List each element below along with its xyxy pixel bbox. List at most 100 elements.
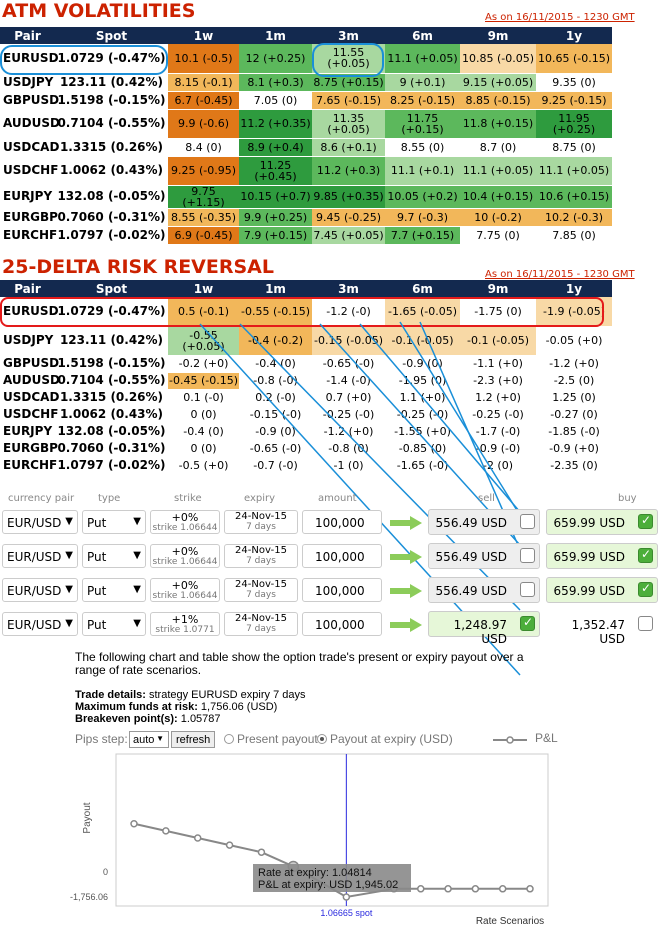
vol-cell: 9.25 (-0.15) xyxy=(536,91,612,110)
arrow-right-icon xyxy=(390,516,422,530)
chevron-down-icon: ▼ xyxy=(65,550,73,561)
pnl-point[interactable] xyxy=(162,827,170,835)
atm-header-pair: Pair xyxy=(0,27,55,44)
expiry-field[interactable]: 24-Nov-15 7 days xyxy=(224,510,298,534)
buy-price[interactable]: 659.99 USD xyxy=(546,577,658,603)
chevron-down-icon: ▼ xyxy=(65,516,73,527)
expiry-value: 24-Nov-15 xyxy=(235,511,287,522)
expiry-field[interactable]: 24-Nov-15 7 days xyxy=(224,544,298,568)
vol-cell: -1.55 (+0) xyxy=(385,423,460,441)
vol-cell: 11.75 (+0.15) xyxy=(385,109,460,139)
pnl-point[interactable] xyxy=(342,893,351,901)
spot-cell: 0.7060 (-0.31%) xyxy=(55,208,168,227)
pair-select[interactable]: EUR/USD ▼ xyxy=(2,510,78,534)
sell-price[interactable]: 556.49 USD xyxy=(428,543,540,569)
pnl-point[interactable] xyxy=(444,885,452,893)
type-select[interactable]: Put ▼ xyxy=(82,510,146,534)
breakeven: Breakeven point(s): 1.05787 xyxy=(75,713,221,725)
vol-cell: -0.1 (-0.05) xyxy=(460,326,536,356)
sell-checkbox[interactable] xyxy=(520,582,535,597)
strike-field[interactable]: +0% strike 1.06644 xyxy=(150,578,220,602)
pair-select[interactable]: EUR/USD ▼ xyxy=(2,544,78,568)
expiry-value: 24-Nov-15 xyxy=(235,579,287,590)
amount-field[interactable]: 100,000 xyxy=(302,612,382,636)
strike-field[interactable]: +0% strike 1.06644 xyxy=(150,510,220,534)
sell-value: 556.49 USD xyxy=(435,584,507,598)
buy-checkbox[interactable] xyxy=(638,581,653,597)
pnl-point[interactable] xyxy=(526,885,534,893)
amount-field[interactable]: 100,000 xyxy=(302,544,382,568)
strike-sub: strike 1.06644 xyxy=(152,557,218,567)
atm-eurusd-highlight xyxy=(0,45,168,75)
pnl-point[interactable] xyxy=(257,848,266,856)
vol-cell: 9.85 (+0.35) xyxy=(312,185,385,209)
buy-checkbox[interactable] xyxy=(638,513,653,529)
vol-cell: 6.7 (-0.45) xyxy=(168,91,239,110)
strike-field[interactable]: +0% strike 1.06644 xyxy=(150,544,220,568)
sell-price[interactable]: 556.49 USD xyxy=(428,509,540,535)
pnl-point[interactable] xyxy=(225,841,234,849)
pair-select-value: EUR/USD xyxy=(7,584,62,598)
vol-cell: 0 (0) xyxy=(168,406,239,424)
sell-checkbox[interactable] xyxy=(520,548,535,563)
vol-cell: -0.25 (-0) xyxy=(312,406,385,424)
vol-cell: -0.4 (0) xyxy=(168,423,239,441)
pair-select[interactable]: EUR/USD ▼ xyxy=(2,612,78,636)
col-buy: buy xyxy=(618,493,637,504)
vol-cell: 9.45 (-0.25) xyxy=(312,208,385,227)
sell-price[interactable]: 556.49 USD xyxy=(428,577,540,603)
vol-cell: -0.2 (+0) xyxy=(168,355,239,373)
expiry-field[interactable]: 24-Nov-15 7 days xyxy=(224,578,298,602)
tooltip-pnl: P&L at expiry: USD 1,945.02 xyxy=(258,879,398,891)
rr-header-3m: 3m xyxy=(312,280,385,297)
amount-field[interactable]: 100,000 xyxy=(302,578,382,602)
expiry-payout-radio[interactable] xyxy=(317,734,327,744)
vol-cell: 7.65 (-0.15) xyxy=(312,91,385,110)
arrow-right-icon xyxy=(390,618,422,632)
buy-price[interactable]: 1,352.47 USD xyxy=(546,611,658,646)
pnl-point[interactable] xyxy=(193,834,202,842)
pair-cell: EURGBP xyxy=(0,208,58,227)
vol-cell: 9.15 (+0.05) xyxy=(460,73,536,92)
atm-as-of[interactable]: As on 16/11/2015 - 1230 GMT xyxy=(485,12,635,23)
pair-cell: GBPUSD xyxy=(0,91,59,110)
present-payout-radio[interactable] xyxy=(224,734,234,744)
buy-checkbox[interactable] xyxy=(638,547,653,563)
atm-row-eurusd: EURUSD 1.0729 (-0.47%) 10.1 (-0.5) 12 (+0.2… xyxy=(0,44,612,74)
chevron-down-icon: ▼ xyxy=(133,584,141,595)
vol-cell: 11.8 (+0.15) xyxy=(460,109,536,139)
refresh-button[interactable]: refresh xyxy=(171,731,216,748)
tooltip-box xyxy=(253,864,411,892)
buy-price[interactable]: 659.99 USD xyxy=(546,509,658,535)
pnl-point[interactable] xyxy=(471,885,480,893)
pnl-point[interactable] xyxy=(498,885,507,893)
pair-cell: EURCHF xyxy=(0,457,57,475)
pips-select[interactable]: auto ▼ xyxy=(129,731,169,748)
rr-as-of[interactable]: As on 16/11/2015 - 1230 GMT xyxy=(485,269,635,280)
type-select[interactable]: Put ▼ xyxy=(82,544,146,568)
sell-price[interactable]: 1,248.97 USD xyxy=(428,611,540,646)
vol-cell: 7.45 (+0.05) xyxy=(312,226,385,245)
vol-cell: 11.2 (+0.35) xyxy=(239,109,312,139)
trade-section: currency pair type strike expiry amount … xyxy=(0,493,662,673)
type-select-value: Put xyxy=(87,550,107,564)
breakeven-value: 1.05787 xyxy=(180,713,221,725)
pnl-point[interactable] xyxy=(130,819,138,828)
sell-checkbox[interactable] xyxy=(520,514,535,529)
amount-field[interactable]: 100,000 xyxy=(302,510,382,534)
type-select-value: Put xyxy=(87,516,107,530)
vol-cell: 11.1 (+0.1) xyxy=(385,156,460,186)
strike-field[interactable]: +1% strike 1.0771 xyxy=(150,612,220,636)
pips-controls: Pips step: auto ▼ refresh Present payout … xyxy=(75,731,635,749)
expiry-field[interactable]: 24-Nov-15 7 days xyxy=(224,612,298,636)
type-select[interactable]: Put ▼ xyxy=(82,578,146,602)
pair-cell: EURJPY xyxy=(0,423,55,441)
expiry-payout-label: Payout at expiry (USD) xyxy=(330,732,453,746)
buy-price[interactable]: 659.99 USD xyxy=(546,543,658,569)
sell-checkbox[interactable] xyxy=(520,615,535,631)
pnl-point[interactable] xyxy=(417,885,425,893)
buy-checkbox[interactable] xyxy=(638,616,653,631)
type-select[interactable]: Put ▼ xyxy=(82,612,146,636)
pair-select[interactable]: EUR/USD ▼ xyxy=(2,578,78,602)
vol-cell: 10.15 (+0.7) xyxy=(239,185,312,209)
